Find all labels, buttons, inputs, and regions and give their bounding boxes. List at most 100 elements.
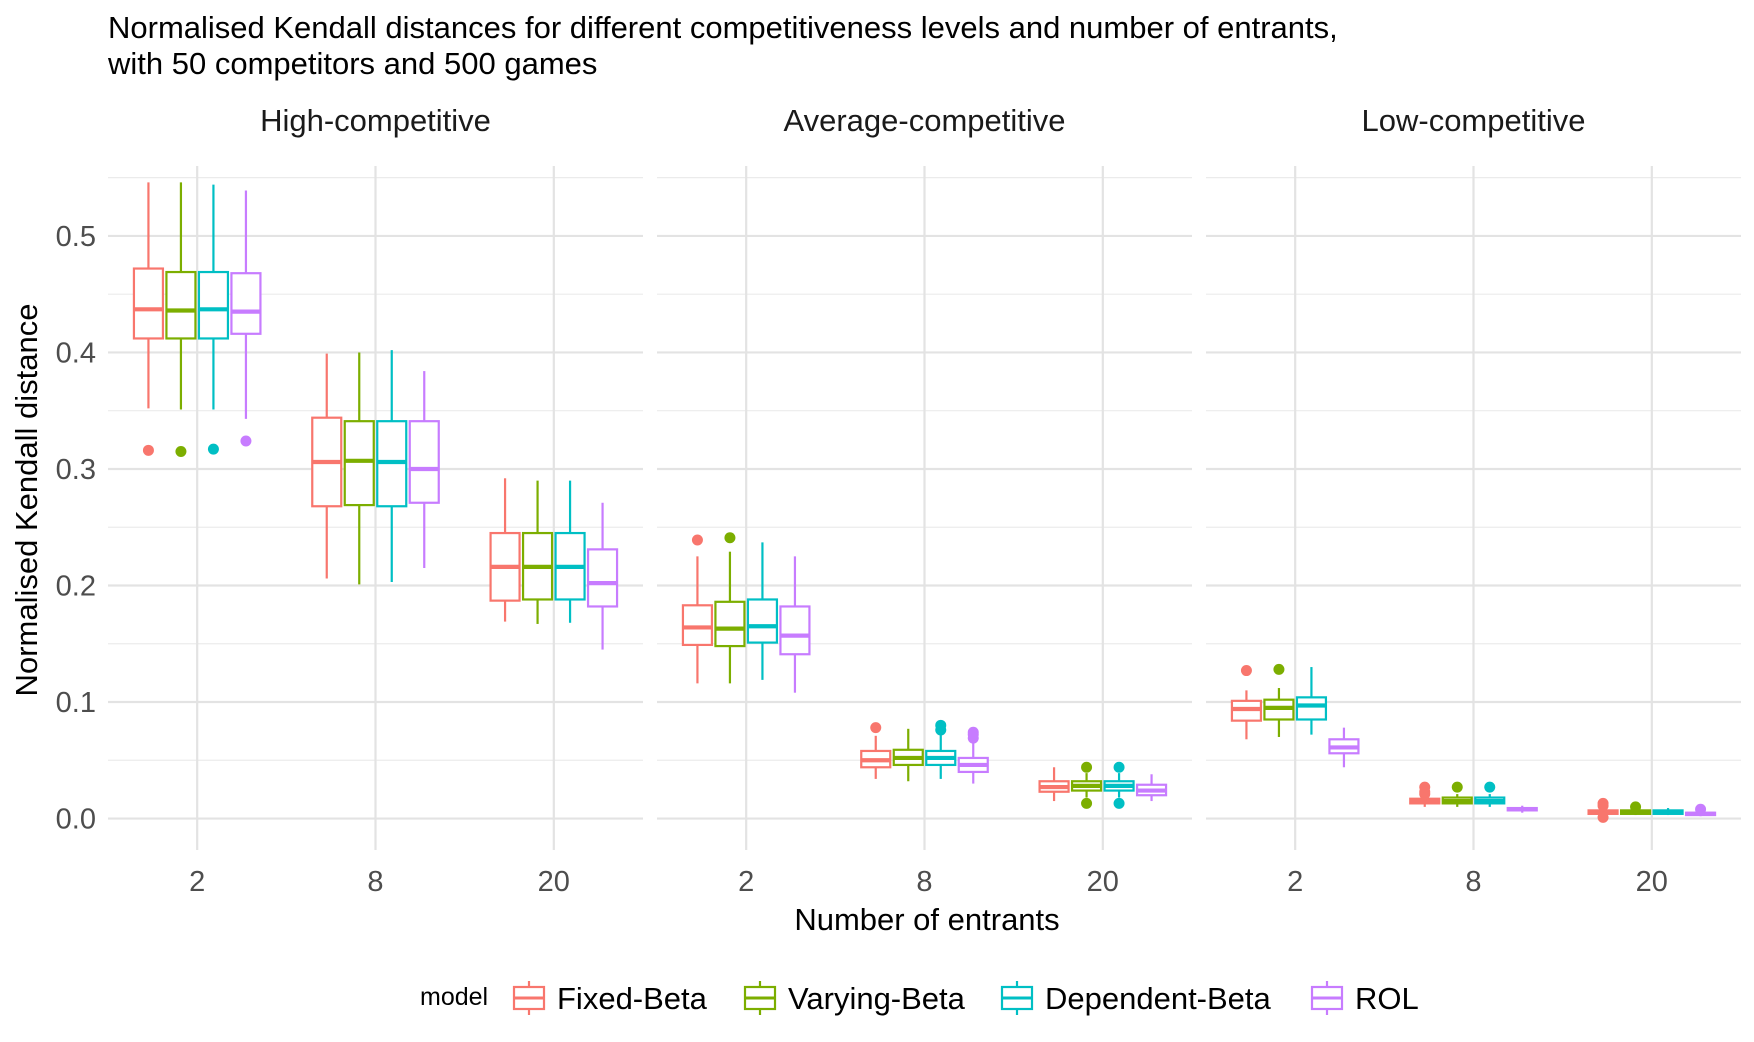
box-varying-beta-20: [1070, 761, 1103, 809]
box-iqr: [779, 605, 811, 656]
box-rol-8: [957, 726, 989, 784]
facet-strip-label: High-competitive: [260, 103, 491, 138]
box-iqr: [230, 272, 262, 335]
facet-strip-label: Average-competitive: [783, 103, 1065, 138]
box-dependent-beta-20: [554, 480, 586, 623]
box-rol-2: [1328, 727, 1360, 768]
outlier-point: [1695, 803, 1707, 815]
box-iqr: [132, 267, 165, 340]
y-tick-label: 0.0: [56, 804, 96, 836]
box-rol-2: [779, 556, 811, 693]
box-iqr: [197, 270, 230, 340]
outlier-point: [1081, 761, 1093, 773]
outlier-point: [207, 443, 219, 455]
box-iqr: [714, 600, 746, 648]
legend-item-rol: ROL: [1310, 981, 1419, 1016]
outlier-point: [1113, 797, 1125, 809]
box-rol-2: [230, 190, 262, 447]
box-dependent-beta-8: [1474, 781, 1506, 807]
box-varying-beta-20: [521, 480, 554, 624]
legend-label: Fixed-Beta: [557, 981, 708, 1016]
box-fixed-beta-20: [1038, 767, 1070, 802]
legend-item-fixed-beta: Fixed-Beta: [512, 981, 708, 1016]
x-tick-label: 20: [1636, 866, 1668, 898]
x-tick-label: 2: [738, 866, 754, 898]
box-iqr: [746, 598, 779, 644]
box-fixed-beta-20: [1587, 797, 1619, 823]
outlier-point: [240, 435, 252, 447]
legend-item-dependent-beta: Dependent-Beta: [1000, 981, 1272, 1016]
box-fixed-beta-8: [1409, 781, 1441, 807]
y-tick-label: 0.5: [56, 221, 96, 253]
box-varying-beta-8: [1441, 781, 1473, 807]
box-dependent-beta-20: [1103, 761, 1135, 809]
outlier-point: [1419, 781, 1431, 793]
y-axis-title: Normalised Kendall distance: [9, 304, 44, 697]
box-rol-20: [1684, 803, 1717, 817]
box-dependent-beta-2: [746, 542, 779, 680]
y-tick-label: 0.2: [56, 570, 96, 602]
box-fixed-beta-2: [1230, 665, 1263, 740]
legend-label: ROL: [1355, 981, 1419, 1016]
legend-item-varying-beta: Varying-Beta: [743, 981, 966, 1016]
outlier-point: [1597, 797, 1609, 809]
box-dependent-beta-20: [1652, 808, 1684, 816]
x-tick-label: 2: [1287, 866, 1303, 898]
legend-label: Varying-Beta: [788, 981, 966, 1016]
box-dependent-beta-8: [925, 719, 957, 779]
y-tick-label: 0.4: [56, 337, 96, 369]
outlier-point: [691, 534, 703, 546]
box-fixed-beta-2: [681, 534, 714, 684]
outlier-point: [1113, 761, 1125, 773]
box-iqr: [408, 420, 440, 504]
box-iqr: [681, 604, 714, 647]
box-rol-20: [1135, 774, 1168, 802]
box-fixed-beta-20: [489, 478, 521, 622]
box-fixed-beta-2: [132, 182, 165, 456]
y-tick-label: 0.3: [56, 454, 96, 486]
x-tick-label: 20: [538, 866, 570, 898]
box-fixed-beta-8: [311, 353, 343, 579]
box-varying-beta-20: [1619, 801, 1652, 816]
box-dependent-beta-2: [1295, 667, 1328, 735]
legend-label: Dependent-Beta: [1045, 981, 1272, 1016]
chart-subtitle: with 50 competitors and 500 games: [107, 46, 597, 81]
gridlines: [108, 166, 1741, 850]
box-iqr: [1295, 696, 1328, 721]
x-axis-ticks: 2 8 20 2 8 20 2 8 20: [189, 866, 1668, 898]
outlier-point: [724, 532, 736, 544]
x-tick-label: 20: [1087, 866, 1119, 898]
x-tick-label: 8: [367, 866, 383, 898]
box-varying-beta-8: [343, 352, 375, 585]
x-axis-title: Number of entrants: [794, 902, 1059, 937]
y-tick-label: 0.1: [56, 687, 96, 719]
legend-title: model: [420, 983, 488, 1011]
box-fixed-beta-8: [860, 722, 892, 779]
outlier-point: [1081, 797, 1093, 809]
outlier-point: [1484, 781, 1496, 793]
outlier-point: [967, 726, 979, 738]
box-iqr: [586, 548, 619, 608]
box-dependent-beta-8: [376, 350, 408, 582]
outlier-point: [1240, 665, 1252, 677]
box-rol-20: [586, 502, 619, 650]
chart-title: Normalised Kendall distances for differe…: [108, 10, 1338, 45]
panel-low-competitive: Low-competitive: [1230, 103, 1717, 823]
y-axis-ticks: 0.0 0.1 0.2 0.3 0.4 0.5: [56, 221, 96, 836]
outlier-point: [1451, 781, 1463, 793]
box-iqr: [343, 420, 375, 507]
box-varying-beta-2: [714, 532, 746, 684]
outlier-point: [175, 445, 187, 457]
outlier-point: [1273, 663, 1285, 675]
box-rol-8: [1506, 805, 1538, 813]
outlier-point: [142, 444, 154, 456]
outlier-point: [1597, 811, 1609, 823]
box-varying-beta-2: [1263, 663, 1295, 737]
outlier-point: [935, 719, 947, 731]
panel-high-competitive: High-competitive: [132, 103, 619, 650]
outlier-point: [1630, 801, 1642, 813]
panel-average-competitive: Average-competitive: [681, 103, 1168, 809]
box-varying-beta-2: [165, 182, 197, 457]
facet-strip-label: Low-competitive: [1362, 103, 1586, 138]
